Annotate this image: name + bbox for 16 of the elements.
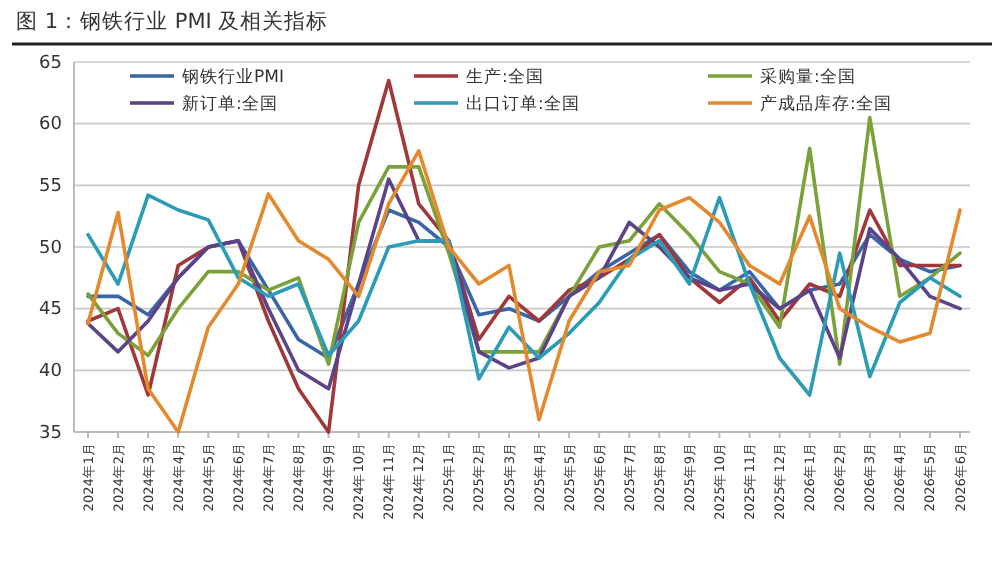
y-tick-label: 50 <box>39 238 63 259</box>
legend-label: 新订单:全国 <box>182 92 278 115</box>
legend-label: 采购量:全国 <box>760 65 856 88</box>
line-series <box>86 115 962 366</box>
y-tick-label: 40 <box>39 362 63 383</box>
y-tick-label: 45 <box>39 300 62 321</box>
line-series <box>86 149 962 434</box>
legend-label: 生产:全国 <box>466 65 544 88</box>
y-tick-label: 55 <box>39 177 62 198</box>
legend-label: 钢铁行业PMI <box>180 65 284 88</box>
y-tick-label: 60 <box>39 115 63 136</box>
chart-title: 图 1：钢铁行业 PMI 及相关指标 <box>16 8 329 34</box>
legend-label: 产成品库存:全国 <box>760 92 892 115</box>
legend-label: 出口订单:全国 <box>466 92 580 115</box>
y-tick-label: 65 <box>39 53 62 74</box>
y-tick-label: 35 <box>39 423 62 444</box>
